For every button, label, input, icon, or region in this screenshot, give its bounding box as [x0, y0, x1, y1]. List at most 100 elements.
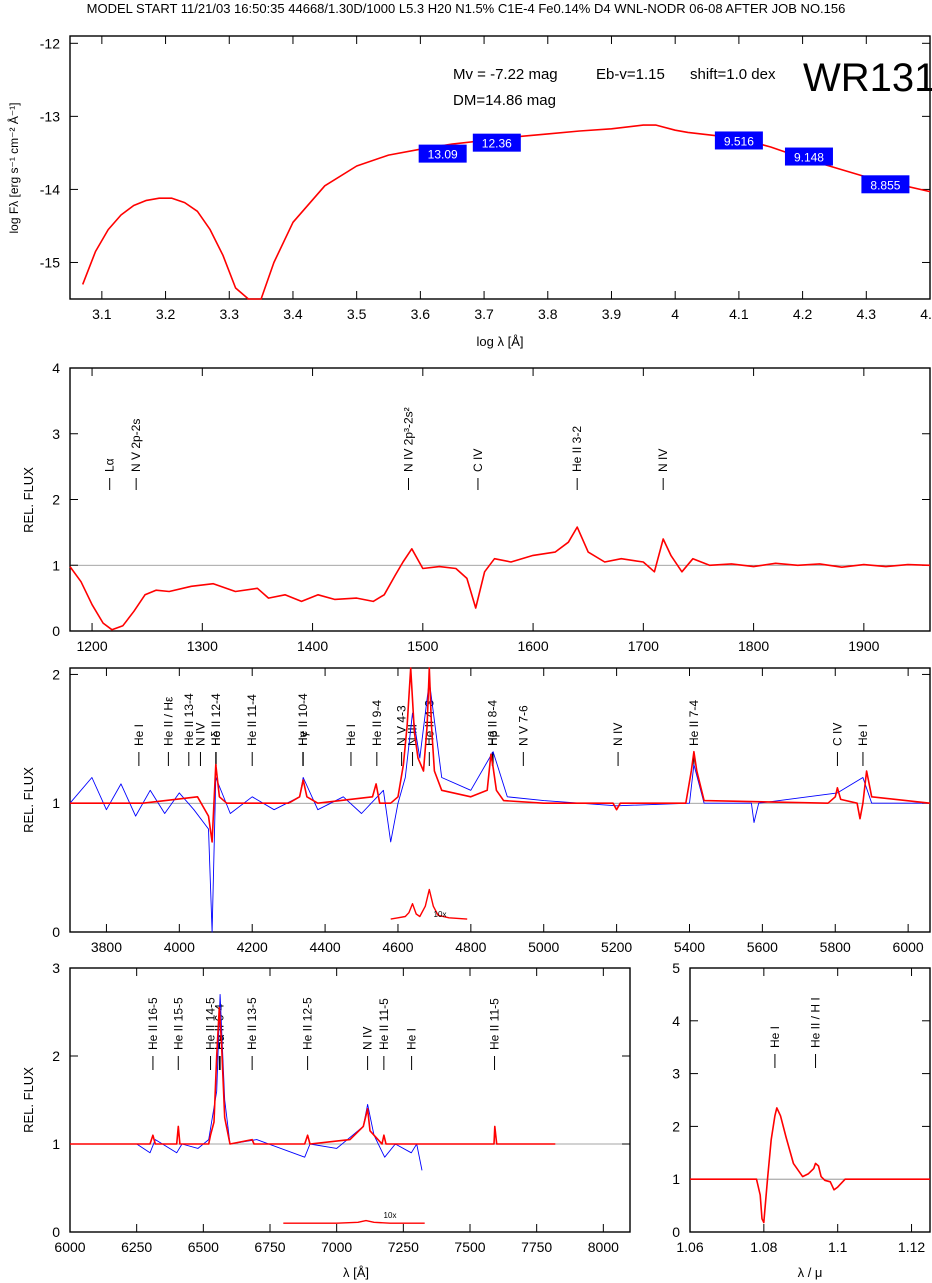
- line-id-label: He II 13-5: [245, 997, 259, 1050]
- x-tick-label: 7250: [388, 1239, 419, 1255]
- ebv-annotation: Eb-v=1.15: [596, 66, 665, 83]
- panel-red: 6000 6250 6500 6750 7000 7250 7500 7750 8000 0 1 2 3…: [21, 960, 631, 1280]
- line-id-label: N V 7-6: [516, 705, 530, 746]
- line-id-label: Hα: [213, 1034, 227, 1050]
- x-tick-label: 4000: [164, 939, 195, 955]
- line-id-label: He I: [856, 724, 870, 746]
- x-tick-label: 3.5: [347, 306, 367, 322]
- x-tick-label: 3.7: [474, 306, 494, 322]
- y-tick-label: 3: [52, 426, 60, 442]
- x-tick-label: 3.4: [283, 306, 303, 322]
- line-id-label: He II 14-5: [204, 997, 218, 1050]
- model-spectrum-line: [70, 667, 931, 843]
- x-tick-label: 5000: [528, 939, 559, 955]
- photometry-box: [472, 133, 521, 152]
- x-tick-label: 1500: [407, 638, 438, 654]
- x-tick-label: 4400: [310, 939, 341, 955]
- x-tick-label: 6500: [188, 1239, 219, 1255]
- line-id-label: He II 13-4: [182, 693, 196, 746]
- photometry-box: [861, 175, 910, 194]
- y-tick-label: 2: [52, 492, 60, 508]
- x-tick-label: 3.3: [220, 306, 240, 322]
- line-id-label: He II 11-5: [377, 998, 391, 1050]
- y-tick-label: 3: [672, 1066, 680, 1082]
- line-id-label: Hβ: [486, 730, 500, 746]
- sed-frame: [69, 35, 931, 300]
- x-tick-label: 1.08: [750, 1239, 777, 1255]
- photometry-label: 9.148: [794, 151, 824, 165]
- y-tick-label: 1: [52, 1136, 60, 1152]
- y-tick-label: 0: [672, 1224, 680, 1240]
- star-name: WR131: [803, 56, 932, 100]
- line-id-label: He II 3-2: [570, 426, 584, 472]
- x-tick-label: 6250: [121, 1239, 152, 1255]
- x-tick-label: 8000: [588, 1239, 619, 1255]
- line-id-label: He I: [405, 1028, 419, 1050]
- line-id-label: C IV: [830, 723, 844, 746]
- line-id-label: Hδ: [209, 730, 223, 746]
- inset-10x-line: [283, 1219, 425, 1224]
- x-tick-label: 3.6: [411, 306, 431, 322]
- line-id-label: He I: [768, 1026, 782, 1048]
- x-tick-label: 5800: [820, 939, 851, 955]
- inset-10x-line: [390, 888, 468, 920]
- line-id-label: He II / Hε: [161, 696, 175, 746]
- y-tick-label: 1: [52, 795, 60, 811]
- line-id-label: He I: [344, 724, 358, 746]
- panel-optical: 3800 4000 4200 4400 4600 4800 5000 5200 5400 5600…: [21, 666, 931, 955]
- line-id-label: He I: [132, 724, 146, 746]
- y-tick-label: 2: [52, 1048, 60, 1064]
- y-tick-label: 1: [52, 557, 60, 573]
- photometry-label: 9.516: [724, 134, 754, 148]
- x-tick-label: 7750: [521, 1239, 552, 1255]
- x-tick-label: 7500: [454, 1239, 485, 1255]
- model-spectrum-line: [70, 1006, 556, 1145]
- x-tick-label: 3.1: [92, 306, 112, 322]
- x-tick-label: 6000: [54, 1239, 85, 1255]
- photometry-box: [784, 147, 833, 166]
- y-tick-label: 4: [52, 360, 60, 376]
- x-tick-label: 5400: [674, 939, 705, 955]
- photometry-label: 8.855: [870, 178, 900, 192]
- observed-spectrum-line: [69, 680, 930, 933]
- model-spectrum-line: [69, 526, 931, 631]
- sed-ylabel: log Fλ [erg s⁻¹ cm⁻² Å⁻¹]: [6, 102, 21, 233]
- x-tick-label: 7000: [321, 1239, 352, 1255]
- photometry-box: [418, 144, 467, 163]
- line-id-label: N IV: [656, 449, 670, 472]
- red-xlabel: λ [Å]: [343, 1265, 369, 1280]
- panel-ir: 1.06 1.08 1.1 1.12 0 1 2 3 4 5 He I He II / H I λ /…: [672, 960, 931, 1280]
- x-tick-label: 1700: [628, 638, 659, 654]
- x-tick-label: 1200: [76, 638, 107, 654]
- y-tick-label: 1: [672, 1171, 680, 1187]
- y-tick-label: -14: [40, 181, 60, 197]
- panel-sed: 3.1 3.2 3.3 3.4 3.5 3.6 3.7 3.8 3.9 4 4.1 4.2 4.3 4.4…: [6, 35, 932, 349]
- line-id-label: He II 16-5: [146, 997, 160, 1050]
- optical-ylabel: REL. FLUX: [21, 767, 36, 833]
- x-tick-label: 4.4: [920, 306, 932, 322]
- panel-uv: 1200 1300 1400 1500 1600 1700 1800 1900 0 1 2 3 4 Lα N…: [21, 360, 931, 654]
- y-tick-label: -15: [40, 254, 60, 270]
- y-tick-label: 3: [52, 960, 60, 976]
- uv-frame: [69, 367, 931, 632]
- line-id-label: He II 12-4: [209, 693, 223, 746]
- x-tick-label: 1.06: [676, 1239, 703, 1255]
- red-inset-label: 10x: [384, 1211, 397, 1220]
- x-tick-label: 1.12: [898, 1239, 925, 1255]
- y-tick-label: 4: [672, 1013, 680, 1029]
- line-id-label: He II 11-5: [488, 998, 502, 1050]
- line-id-label: He II 11-4: [245, 694, 259, 746]
- x-tick-label: 4200: [237, 939, 268, 955]
- optical-inset-label: 10x: [434, 910, 447, 919]
- line-id-label: He II / H I: [809, 997, 823, 1048]
- line-id-label: N IV: [611, 723, 625, 746]
- x-tick-label: 4.2: [793, 306, 813, 322]
- line-id-label: He II 12-5: [301, 997, 315, 1050]
- line-id-label: Hγ: [296, 731, 310, 746]
- header-text: MODEL START 11/21/03 16:50:35 44668/1.30…: [87, 1, 846, 16]
- x-tick-label: 3.9: [602, 306, 622, 322]
- y-tick-label: 5: [672, 960, 680, 976]
- mv-annotation: Mv = -7.22 mag: [453, 66, 558, 83]
- shift-annotation: shift=1.0 dex: [690, 66, 776, 83]
- uv-ylabel: REL. FLUX: [21, 467, 36, 533]
